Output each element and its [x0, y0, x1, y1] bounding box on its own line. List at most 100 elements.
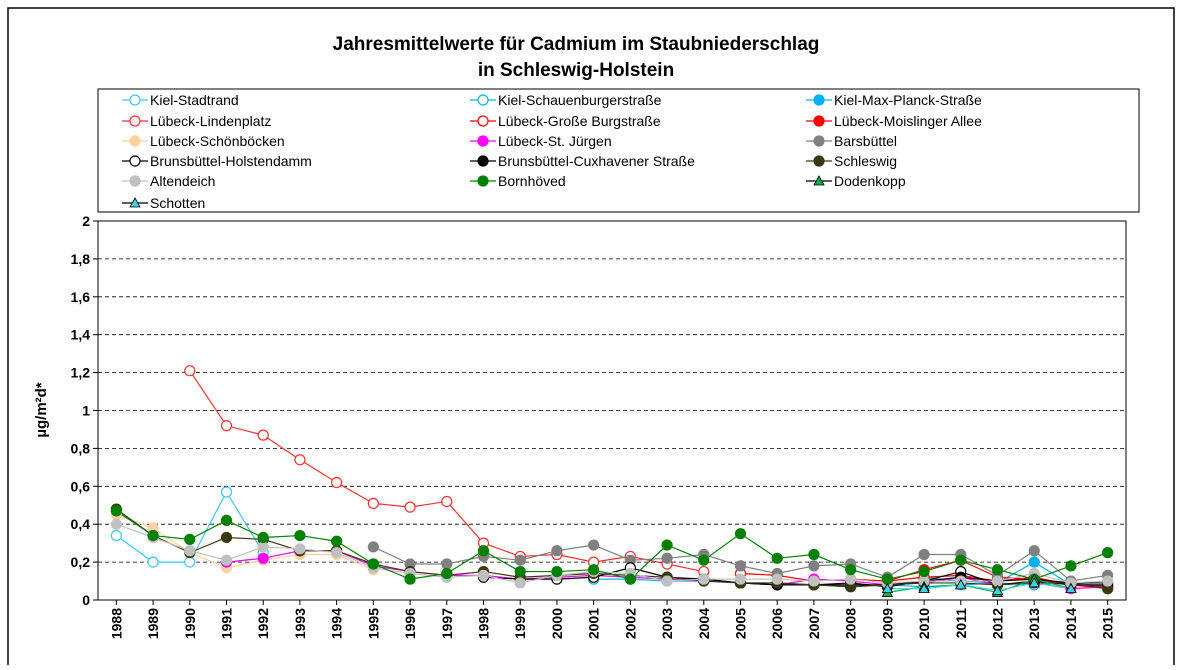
x-tick-label: 2003	[659, 608, 675, 639]
y-axis-label: µg/m²d*	[33, 382, 50, 437]
legend-marker	[813, 135, 825, 147]
data-point	[367, 558, 379, 570]
data-point	[624, 573, 636, 585]
legend-label: Kiel-Max-Planck-Straße	[834, 92, 982, 108]
data-point	[257, 531, 269, 544]
data-point	[147, 556, 159, 568]
legend-marker	[477, 135, 489, 147]
legend-marker	[813, 175, 825, 186]
data-point	[734, 528, 747, 540]
x-tick-label: 1998	[476, 608, 492, 639]
data-point	[1028, 577, 1040, 588]
data-point	[220, 420, 233, 432]
data-point	[918, 565, 930, 578]
legend-marker	[813, 155, 825, 167]
legend-box	[97, 88, 1140, 213]
x-tick-label: 1993	[292, 608, 308, 639]
data-point	[991, 584, 1004, 595]
data-point	[918, 582, 930, 594]
data-point	[220, 486, 233, 498]
x-tick-label: 2005	[733, 608, 749, 639]
x-tick-label: 1995	[365, 608, 381, 639]
x-tick-label: 2006	[769, 608, 785, 639]
x-tick-label: 2008	[843, 608, 859, 639]
y-tick-label: 0,2	[71, 554, 91, 570]
data-point	[514, 577, 526, 589]
data-point	[220, 554, 233, 566]
legend-label: Schleswig	[834, 153, 897, 169]
legend-label: Dodenkopp	[834, 173, 906, 189]
data-point	[771, 573, 783, 585]
data-point	[1028, 545, 1040, 557]
series-line	[116, 523, 1108, 584]
x-tick-label: 1997	[439, 608, 455, 639]
data-point	[991, 564, 1004, 576]
x-tick-label: 1996	[402, 608, 418, 639]
data-point	[808, 575, 820, 587]
x-tick-label: 1994	[329, 608, 345, 639]
x-tick-label: 1999	[512, 608, 528, 639]
data-point	[1065, 560, 1077, 572]
x-tick-label: 1990	[182, 608, 198, 639]
x-tick-label: 1989	[145, 608, 161, 639]
data-point	[294, 529, 306, 542]
x-tick-label: 2015	[1100, 608, 1116, 639]
data-point	[661, 539, 673, 551]
legend-marker	[129, 175, 141, 187]
data-point	[257, 429, 269, 441]
data-point	[955, 579, 967, 590]
legend-label: Lübeck-Moislinger Allee	[834, 113, 982, 129]
series-line	[116, 514, 374, 571]
x-tick-label: 1992	[255, 608, 271, 639]
data-point	[918, 548, 930, 561]
data-point	[220, 531, 233, 544]
data-point	[110, 529, 122, 542]
y-tick-label: 1,6	[71, 289, 91, 305]
data-point	[588, 564, 600, 576]
legend-marker	[129, 197, 141, 208]
data-point	[734, 560, 747, 572]
y-tick-label: 1,4	[71, 327, 91, 343]
legend-marker	[129, 115, 141, 127]
data-point	[184, 556, 196, 568]
data-point	[845, 573, 857, 585]
data-point	[588, 539, 600, 551]
data-point	[661, 575, 673, 587]
legend-marker	[813, 115, 825, 127]
legend-label: Altendeich	[150, 173, 215, 189]
chart-title: in Schleswig-Holstein	[478, 60, 674, 81]
data-point	[110, 518, 122, 530]
x-tick-label: 2007	[806, 608, 822, 639]
legend-marker	[477, 94, 489, 106]
data-point	[1028, 556, 1040, 568]
data-point	[257, 552, 269, 564]
y-tick-label: 0	[82, 592, 90, 608]
data-point	[110, 505, 122, 517]
data-point	[184, 533, 196, 545]
chart-title: Jahresmittelwerte für Cadmium im Staubni…	[333, 34, 820, 55]
data-point	[991, 575, 1004, 587]
data-point	[698, 573, 710, 585]
x-tick-label: 2010	[916, 608, 932, 639]
legend-marker	[129, 94, 141, 106]
data-point	[1102, 575, 1114, 587]
legend-label: Schotten	[150, 195, 205, 211]
x-tick-label: 1988	[108, 608, 124, 639]
x-tick-label: 2001	[586, 608, 602, 639]
data-point	[955, 554, 967, 566]
y-tick-label: 0,8	[71, 440, 91, 456]
data-point	[1102, 547, 1114, 559]
x-tick-label: 2004	[696, 608, 712, 639]
legend-label: Kiel-Stadtrand	[150, 92, 239, 108]
data-point	[514, 565, 526, 578]
data-point	[551, 545, 563, 557]
series-line	[887, 582, 1072, 592]
data-point	[294, 543, 306, 555]
legend-marker	[477, 155, 489, 167]
legend-label: Barsbüttel	[834, 133, 897, 149]
data-point	[551, 565, 563, 578]
data-point	[477, 569, 490, 581]
data-point	[881, 573, 893, 585]
data-point	[514, 554, 526, 566]
x-tick-label: 1991	[219, 608, 235, 639]
